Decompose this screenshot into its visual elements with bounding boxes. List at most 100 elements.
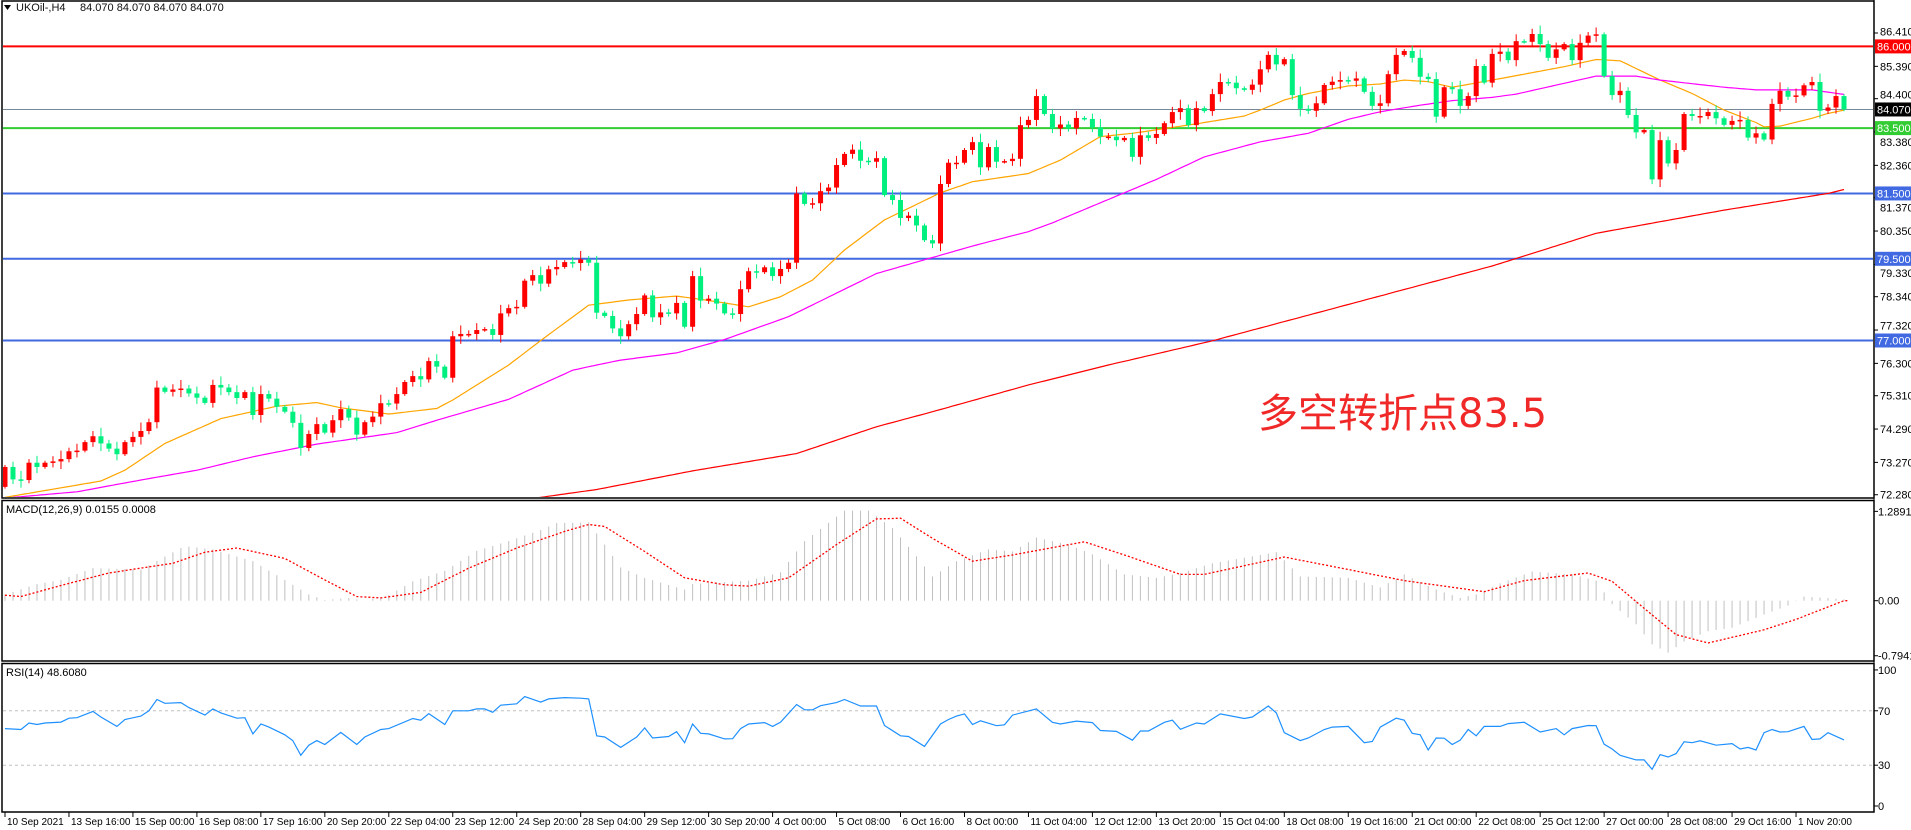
candle-body	[977, 142, 983, 168]
candlestick	[410, 370, 416, 387]
candle-body	[170, 389, 176, 392]
candlestick	[866, 157, 872, 165]
rsi-tick-label: 100	[1878, 665, 1896, 677]
time-tick-label: 27 Oct 00:00	[1606, 817, 1664, 828]
candlestick	[418, 367, 424, 388]
time-tick-label: 13 Sep 16:00	[71, 817, 131, 828]
candlestick	[1361, 76, 1367, 94]
candle-body	[1769, 103, 1775, 140]
candlestick	[1241, 86, 1247, 92]
candlestick	[1353, 71, 1359, 87]
candle-body	[90, 436, 96, 443]
candle-body	[1193, 108, 1199, 126]
candle-body	[570, 262, 576, 264]
candlestick	[498, 304, 504, 343]
time-tick-label: 22 Sep 04:00	[391, 817, 451, 828]
time-tick-label: 29 Sep 12:00	[647, 817, 707, 828]
candle-body	[474, 330, 480, 334]
candle-body	[794, 193, 800, 263]
candlestick	[1337, 71, 1343, 90]
candle-body	[10, 466, 16, 480]
macd-panel[interactable]: MACD(12,26,9) 0.0155 0.0008	[4, 504, 1848, 653]
rsi-tick-label: 70	[1878, 706, 1890, 718]
candlestick	[1265, 51, 1271, 73]
candle-body	[1361, 78, 1367, 92]
candlestick	[1369, 86, 1375, 111]
candle-body	[1041, 96, 1047, 115]
candlestick	[506, 304, 512, 317]
candle-body	[834, 165, 840, 188]
candlestick	[1105, 132, 1111, 140]
candle-body	[338, 409, 344, 421]
candle-body	[594, 262, 600, 313]
candle-body	[682, 302, 688, 327]
time-tick-label: 19 Oct 16:00	[1350, 817, 1408, 828]
candlestick	[922, 223, 927, 242]
time-tick-label: 21 Oct 00:00	[1414, 817, 1472, 828]
candle-body	[898, 199, 904, 218]
time-tick-label: 10 Sep 2021	[7, 817, 64, 828]
candlestick	[1809, 76, 1815, 90]
candlestick	[290, 406, 296, 428]
candle-body	[146, 422, 152, 432]
price-tick-label: 85.390	[1880, 61, 1911, 73]
annotation-text[interactable]: 多空转折点83.5	[1258, 391, 1547, 437]
time-tick-label: 28 Oct 08:00	[1670, 817, 1728, 828]
candle-body	[1825, 107, 1831, 111]
candle-body	[346, 409, 352, 418]
candlestick	[1025, 116, 1031, 129]
time-tick-label: 15 Oct 04:00	[1222, 817, 1280, 828]
candle-body	[538, 275, 544, 284]
price-panel[interactable]: 多空转折点83.5	[3, 25, 1875, 507]
candle-body	[937, 183, 943, 244]
candle-body	[850, 149, 856, 154]
candlestick	[1753, 126, 1759, 144]
candlestick	[706, 295, 712, 304]
candle-body	[1793, 95, 1799, 97]
candlestick	[426, 357, 432, 383]
candle-body	[1465, 96, 1471, 106]
candlestick	[74, 443, 80, 458]
current-price-badge-label: 84.070	[1877, 104, 1911, 116]
candlestick	[1401, 49, 1407, 57]
candlestick	[322, 422, 328, 435]
candlestick	[969, 136, 975, 155]
candle-body	[1161, 123, 1167, 134]
candle-body	[1017, 125, 1023, 159]
candle-body	[554, 266, 560, 270]
candlestick	[1289, 53, 1295, 100]
candlestick	[1513, 34, 1519, 67]
candlestick	[1417, 49, 1423, 85]
candlestick	[1497, 43, 1503, 62]
candle-body	[122, 442, 128, 455]
candlestick	[130, 431, 136, 447]
triangle-down-icon[interactable]	[4, 5, 11, 10]
candlestick	[730, 308, 736, 319]
candle-body	[98, 436, 104, 444]
candle-body	[274, 398, 280, 407]
macd-signal-line	[4, 517, 1848, 644]
macd-title: MACD(12,26,9) 0.0155 0.0008	[6, 504, 156, 516]
candle-body	[1409, 50, 1415, 58]
candle-body	[226, 387, 232, 393]
candle-body	[1169, 112, 1175, 124]
candle-body	[1457, 89, 1463, 106]
candlestick	[58, 450, 64, 470]
candle-body	[1369, 91, 1375, 106]
rsi-tick-label: 0	[1878, 801, 1884, 813]
candlestick	[1457, 80, 1463, 114]
candle-body	[1777, 90, 1783, 104]
rsi-panel[interactable]: RSI(14) 48.6080	[3, 667, 1874, 771]
candle-body	[922, 225, 927, 241]
candle-body	[1561, 44, 1567, 50]
candle-body	[1681, 114, 1687, 150]
candle-body	[1233, 82, 1239, 89]
candle-body	[1329, 81, 1335, 85]
candle-body	[34, 462, 40, 467]
candlestick	[34, 455, 40, 474]
candlestick	[1529, 28, 1535, 47]
candlestick	[945, 159, 951, 188]
candle-body	[394, 394, 400, 404]
candlestick	[682, 300, 688, 329]
